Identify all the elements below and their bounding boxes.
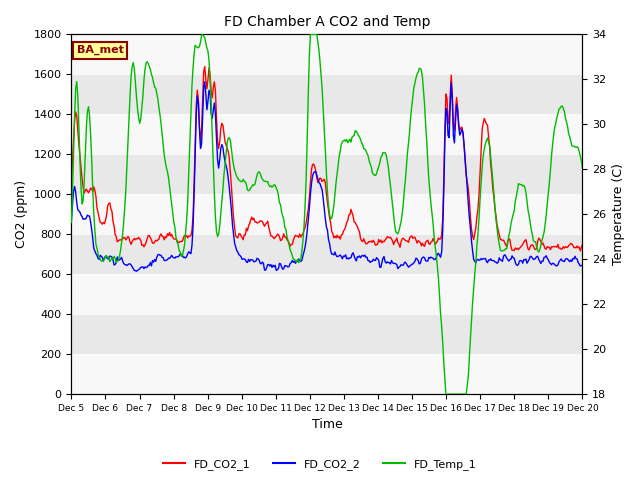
- FD_CO2_1: [379, 238, 387, 244]
- Line: FD_Temp_1: FD_Temp_1: [72, 35, 582, 394]
- Legend: FD_CO2_1, FD_CO2_2, FD_Temp_1: FD_CO2_1, FD_CO2_2, FD_Temp_1: [159, 455, 481, 474]
- Line: FD_CO2_1: FD_CO2_1: [72, 67, 582, 251]
- Y-axis label: Temperature (C): Temperature (C): [612, 163, 625, 265]
- FD_Temp_1: [355, 132, 362, 138]
- Text: BA_met: BA_met: [77, 45, 124, 55]
- Bar: [72, 154, 582, 194]
- Bar: [72, 234, 582, 274]
- Bar: [72, 354, 582, 394]
- FD_CO2_1: [532, 245, 540, 251]
- Line: FD_CO2_2: FD_CO2_2: [72, 82, 582, 271]
- FD_Temp_1: [284, 238, 292, 244]
- Y-axis label: CO2 (ppm): CO2 (ppm): [15, 180, 28, 248]
- FD_CO2_2: [285, 264, 293, 269]
- FD_CO2_1: [68, 183, 76, 189]
- FD_CO2_1: [444, 118, 452, 123]
- FD_Temp_1: [534, 248, 541, 253]
- FD_CO2_2: [132, 268, 140, 274]
- FD_CO2_1: [355, 227, 362, 232]
- Bar: [72, 274, 582, 314]
- FD_Temp_1: [442, 391, 450, 397]
- Bar: [72, 74, 582, 114]
- FD_Temp_1: [199, 32, 207, 37]
- FD_Temp_1: [579, 165, 586, 171]
- FD_CO2_2: [201, 79, 209, 84]
- FD_CO2_2: [380, 254, 388, 260]
- FD_CO2_2: [228, 222, 236, 228]
- FD_CO2_1: [579, 242, 586, 248]
- Bar: [72, 194, 582, 234]
- X-axis label: Time: Time: [312, 419, 342, 432]
- FD_CO2_1: [201, 64, 209, 70]
- FD_Temp_1: [445, 391, 453, 397]
- FD_CO2_1: [284, 238, 292, 244]
- Bar: [72, 35, 582, 74]
- FD_CO2_1: [228, 184, 236, 190]
- Bar: [72, 114, 582, 154]
- FD_Temp_1: [379, 150, 387, 156]
- FD_CO2_2: [534, 253, 541, 259]
- FD_CO2_2: [445, 135, 453, 141]
- FD_Temp_1: [68, 220, 76, 226]
- Bar: [72, 314, 582, 354]
- FD_CO2_1: [577, 248, 584, 254]
- FD_CO2_2: [579, 263, 586, 268]
- FD_Temp_1: [228, 146, 236, 152]
- FD_CO2_2: [68, 217, 76, 223]
- Title: FD Chamber A CO2 and Temp: FD Chamber A CO2 and Temp: [224, 15, 430, 29]
- FD_CO2_2: [356, 253, 364, 259]
